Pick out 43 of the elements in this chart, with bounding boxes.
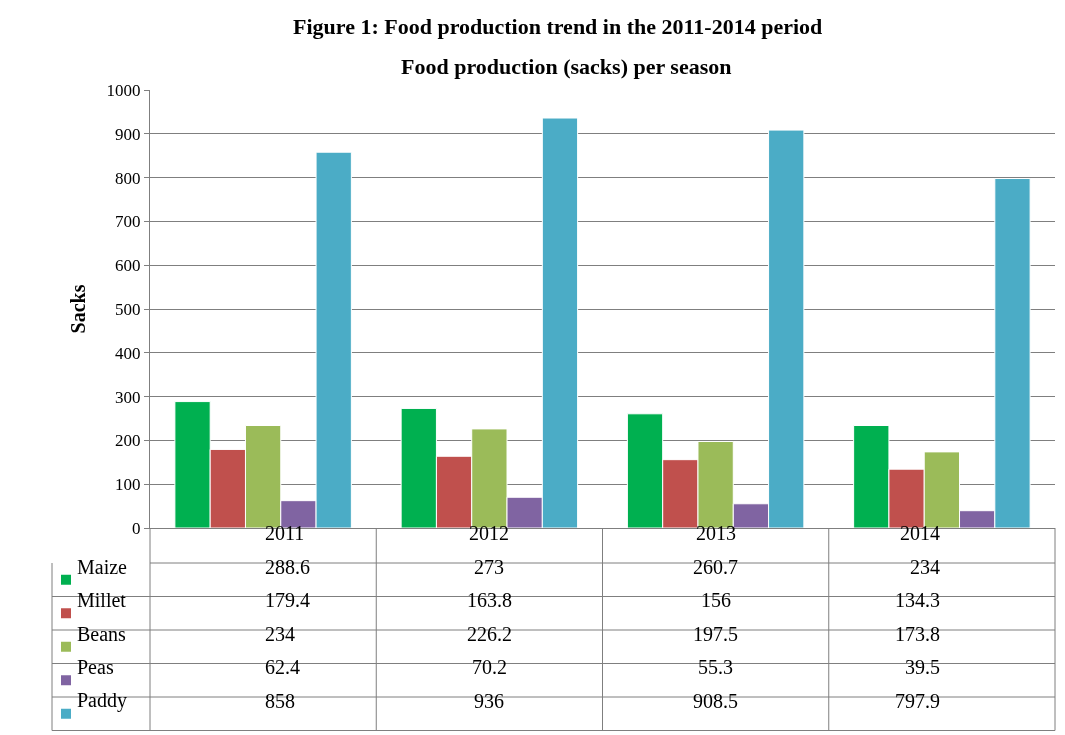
y-tick-label: 100 [115, 475, 141, 495]
y-tick-label: 800 [115, 168, 141, 188]
x-tick-label: 2011 [265, 522, 305, 544]
y-tick-label: 600 [115, 256, 141, 276]
data-label: 134.3 [895, 589, 940, 611]
data-label: 70.2 [472, 656, 507, 678]
data-label: 39.5 [905, 656, 940, 678]
legend-label: Peas [77, 656, 114, 678]
y-tick-label: 1000 [106, 80, 141, 100]
y-tick-label: 500 [115, 299, 141, 319]
chart-title: Figure 1: Food production trend in the 2011-2014 period [293, 14, 823, 39]
y-tick-label: 200 [115, 431, 141, 451]
x-tick-label: 2012 [469, 522, 509, 544]
data-label: 260.7 [693, 556, 738, 578]
y-tick-label: 700 [115, 212, 141, 232]
x-tick-label: 2014 [900, 522, 940, 544]
data-label: 197.5 [693, 623, 738, 645]
y-tick-label: 0 [132, 518, 141, 538]
y-axis-title: Sacks [67, 284, 90, 334]
legend-label: Paddy [77, 689, 127, 712]
y-tick-label: 900 [115, 124, 141, 144]
data-label: 908.5 [693, 690, 738, 712]
data-label: 55.3 [698, 656, 733, 678]
data-label: 234 [265, 623, 295, 645]
data-label: 173.8 [895, 623, 940, 645]
y-tick-label: 300 [115, 387, 141, 407]
data-label: 858 [265, 690, 295, 712]
data-label: 234 [910, 556, 940, 578]
data-label: 288.6 [265, 556, 310, 578]
data-label: 936 [474, 690, 504, 712]
data-label: 226.2 [467, 623, 512, 645]
x-tick-label: 2013 [696, 522, 736, 544]
data-label: 62.4 [265, 656, 300, 678]
legend-label: Millet [77, 589, 127, 611]
chart-subtitle: Food production (sacks) per season [401, 54, 732, 79]
data-label: 797.9 [895, 690, 940, 712]
data-label: 179.4 [265, 589, 310, 611]
data-label: 273 [474, 556, 504, 578]
data-label: 156 [701, 589, 731, 611]
y-tick-label: 400 [115, 343, 141, 363]
legend-label: Beans [77, 623, 127, 645]
legend-label: Maize [77, 556, 128, 578]
data-label: 163.8 [467, 589, 512, 611]
